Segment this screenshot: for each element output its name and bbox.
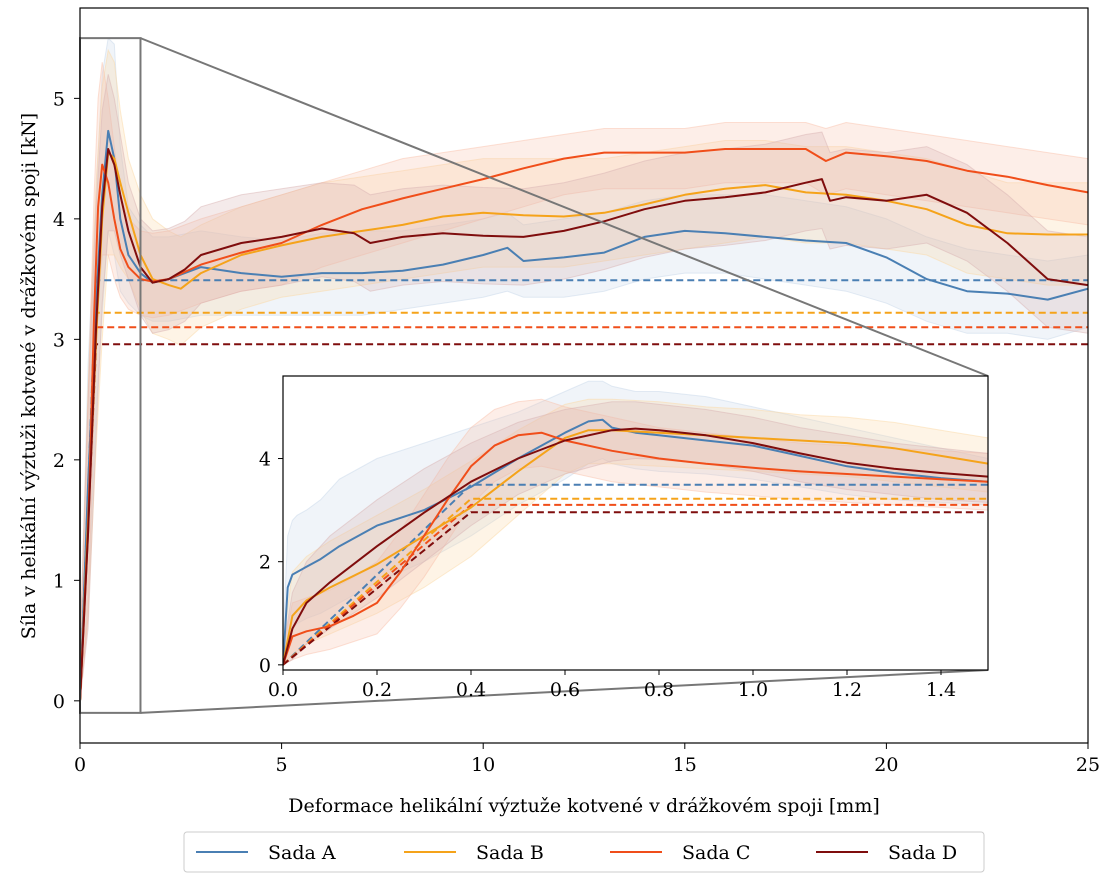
inset-limit-line-sada-d (283, 511, 988, 666)
inset-ticks: 0.0 0.2 0.4 0.6 0.8 1.0 1.2 1.4 0 2 4 (259, 449, 956, 701)
x-tick-label: 25 (1076, 754, 1100, 776)
y-tick-label: 3 (53, 329, 65, 351)
inset-background (283, 376, 988, 670)
inset-x-tick-label: 1.0 (738, 679, 768, 701)
legend-label-sada-d: Sada D (888, 842, 957, 864)
inset-band-sada-c (283, 398, 988, 666)
main-series-lines (80, 129, 1088, 701)
inset-limit-lines (283, 483, 988, 666)
legend: Sada A Sada B Sada C Sada D (183, 831, 985, 873)
zoom-connector-bottom (140, 669, 989, 714)
legend-label-sada-b: Sada B (476, 842, 544, 864)
inset-y-tick-label: 4 (259, 449, 271, 471)
band-sada-a (80, 37, 1088, 701)
y-tick-label: 1 (53, 570, 65, 592)
y-tick-label: 2 (53, 450, 65, 472)
inset-limit-line-sada-b (283, 497, 988, 666)
legend-label-sada-c: Sada C (682, 842, 750, 864)
zoom-connector-top (140, 37, 989, 377)
x-tick-label: 15 (673, 754, 697, 776)
inset-x-tick-label: 0.2 (362, 679, 392, 701)
inset-series-line-sada-a (283, 418, 988, 665)
inset-x-tick-label: 1.2 (832, 679, 862, 701)
inset-limit-line-sada-c (283, 503, 988, 666)
legend-label-sada-a: Sada A (268, 842, 336, 864)
inset-x-tick-label: 0.0 (268, 679, 298, 701)
inset-x-tick-label: 0.4 (456, 679, 486, 701)
series-line-sada-c (80, 148, 1088, 701)
y-axis-label: Síla v helikální výztuži kotvené v drážk… (18, 113, 40, 639)
inset-confidence-bands (283, 380, 988, 666)
inset-band-sada-b (283, 398, 988, 666)
x-tick-label: 20 (874, 754, 898, 776)
inset-band-sada-d (283, 401, 988, 666)
inset-frame (282, 375, 989, 671)
inset-series-lines (283, 418, 988, 666)
main-plot-frame (79, 7, 1089, 744)
inset-series-line-sada-c (283, 431, 988, 666)
inset-y-tick-label: 2 (259, 552, 271, 574)
y-tick-label: 4 (53, 209, 65, 231)
x-axis-label: Deformace helikální výztuže kotvené v dr… (288, 795, 880, 817)
x-tick-label: 5 (276, 754, 288, 776)
inset-y-tick-label: 0 (259, 655, 271, 677)
x-tick-label: 0 (74, 754, 86, 776)
series-line-sada-b (80, 151, 1088, 701)
series-line-sada-d (80, 148, 1088, 701)
inset-series-line-sada-b (283, 429, 988, 665)
x-tick-label: 10 (471, 754, 495, 776)
inset-x-tick-label: 0.6 (550, 679, 580, 701)
y-tick-label: 0 (53, 691, 65, 713)
y-tick-label: 5 (53, 88, 65, 110)
inset-x-tick-label: 0.8 (644, 679, 674, 701)
band-sada-b (80, 48, 1088, 701)
inset-series-line-sada-d (283, 427, 988, 666)
series-line-sada-a (80, 129, 1088, 701)
legend-box (183, 831, 985, 873)
inset-x-tick-label: 1.4 (926, 679, 956, 701)
